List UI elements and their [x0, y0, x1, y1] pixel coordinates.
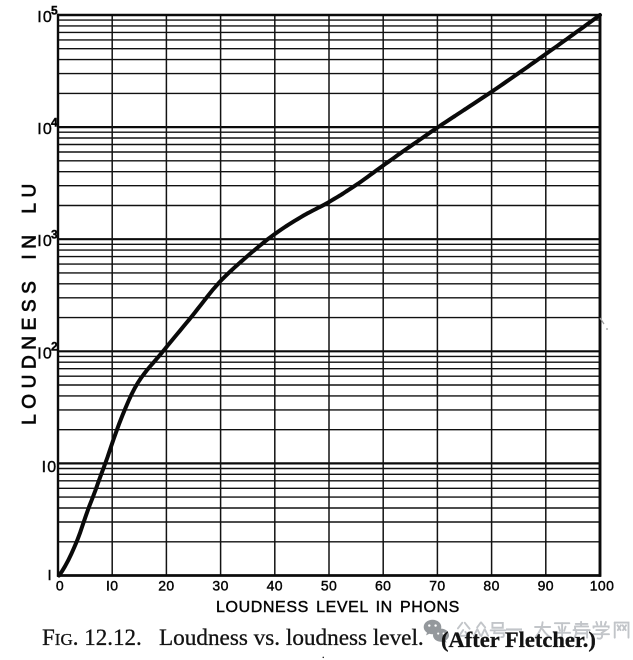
svg-text:60: 60 — [375, 578, 391, 594]
svg-text:I0: I0 — [37, 345, 53, 362]
svg-text:20: 20 — [158, 578, 174, 594]
svg-text:0: 0 — [56, 578, 64, 594]
svg-text:80: 80 — [483, 578, 499, 594]
svg-text:I0: I0 — [106, 578, 118, 594]
svg-text:90: 90 — [538, 578, 554, 594]
svg-text:30: 30 — [212, 578, 228, 594]
svg-text:I0: I0 — [42, 459, 58, 476]
svg-text:3: 3 — [51, 228, 58, 242]
svg-text:LOUDNESS LEVEL IN PHONS: LOUDNESS LEVEL IN PHONS — [216, 599, 460, 616]
svg-text:I0: I0 — [37, 121, 53, 138]
svg-text:5: 5 — [51, 3, 58, 17]
svg-text:100: 100 — [590, 578, 615, 594]
svg-text:2: 2 — [51, 340, 58, 354]
svg-text:I: I — [48, 567, 52, 584]
svg-text:40: 40 — [267, 578, 283, 594]
svg-text:I0: I0 — [37, 233, 53, 250]
svg-text:LOUDNESS IN LU: LOUDNESS IN LU — [20, 178, 41, 425]
svg-text:70: 70 — [429, 578, 445, 594]
svg-text:50: 50 — [321, 578, 337, 594]
svg-text:I0: I0 — [37, 9, 53, 26]
svg-text:4: 4 — [51, 116, 58, 130]
